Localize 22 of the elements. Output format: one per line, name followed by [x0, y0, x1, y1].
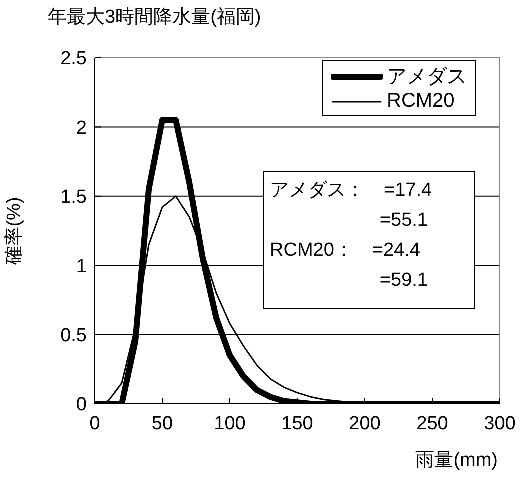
y-tick-label: 0.5 [60, 326, 87, 347]
x-tick-label: 0 [90, 413, 100, 434]
x-tick-label: 150 [282, 413, 314, 434]
x-tick-label: 50 [152, 413, 174, 434]
legend-label: RCM20 [387, 90, 455, 113]
y-tick-label: 2 [76, 118, 87, 139]
annotation: RCM20： =24.4 [270, 239, 422, 263]
y-tick-label: 0 [76, 394, 87, 416]
chart-title: 年最大3時間降水量(福岡) [48, 6, 262, 30]
legend-label: アメダス [387, 65, 467, 90]
annotation: =59.1 [378, 269, 429, 293]
x-tick-label: 250 [416, 413, 448, 434]
x-axis-title: 雨量(mm) [416, 449, 498, 473]
y-tick-label: 1.5 [60, 187, 87, 208]
annotation: =55.1 [378, 209, 429, 233]
x-tick-label: 100 [214, 413, 246, 434]
y-tick-label: 1 [76, 256, 87, 278]
y-tick-label: 2.5 [60, 48, 87, 70]
x-tick-label: 200 [349, 413, 381, 434]
annotation: アメダス： =17.4 [270, 179, 434, 203]
y-axis-title: 確率(%) [3, 197, 26, 265]
x-tick-label: 300 [484, 413, 516, 434]
